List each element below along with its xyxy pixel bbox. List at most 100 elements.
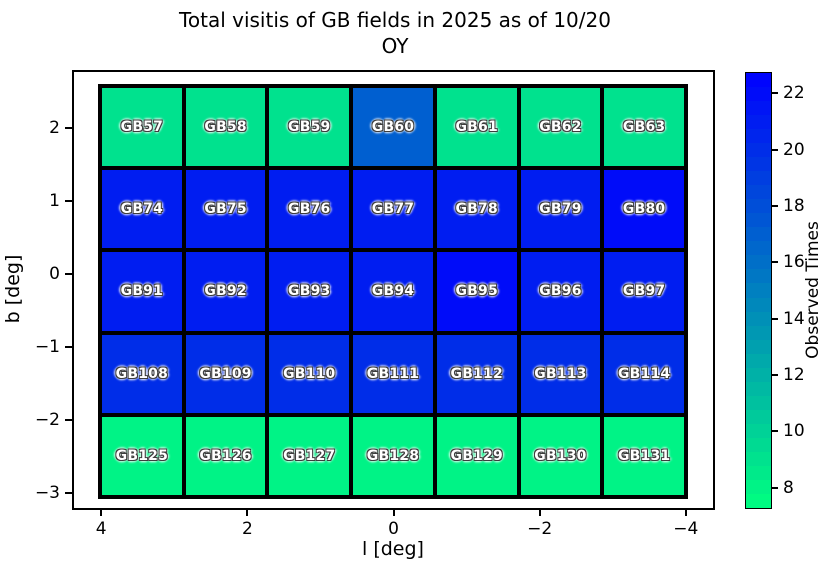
heatmap-cell-gb91: GB91	[100, 250, 184, 333]
x-axis-label: l [deg]	[362, 538, 424, 560]
cell-label: GB58	[204, 119, 247, 136]
colorbar-band	[746, 493, 771, 508]
colorbar-band	[746, 255, 771, 270]
heatmap-cell-gb129: GB129	[434, 414, 519, 497]
cell-label: GB60	[371, 119, 415, 136]
cell-label: GB125	[115, 447, 169, 464]
heatmap-cell-gb93: GB93	[267, 250, 352, 333]
colorbar-band	[746, 353, 771, 368]
y-tick-mark	[65, 126, 72, 129]
cell-label: GB109	[199, 365, 252, 382]
y-tick-mark	[65, 199, 72, 202]
colorbar-band	[746, 73, 771, 88]
colorbar-band	[746, 465, 771, 480]
cell-label: GB111	[366, 365, 420, 382]
heatmap-cell-gb77: GB77	[351, 168, 435, 251]
colorbar-band	[746, 213, 771, 228]
colorbar	[745, 72, 772, 509]
x-tick-mark	[392, 510, 395, 516]
heatmap-cell-gb114: GB114	[602, 332, 686, 415]
heatmap-cell-gb58: GB58	[183, 86, 268, 169]
y-tick-label: −2	[34, 410, 60, 431]
cell-label: GB112	[450, 365, 503, 382]
colorbar-tick-mark	[772, 486, 778, 489]
cell-label: GB130	[534, 447, 587, 464]
x-tick-label: −2	[527, 519, 553, 539]
colorbar-band	[746, 479, 771, 494]
colorbar-tick-mark	[772, 148, 778, 151]
cell-label: GB113	[534, 365, 587, 382]
colorbar-tick-mark	[772, 92, 778, 95]
colorbar-tick-mark	[772, 204, 778, 207]
heatmap-cell-gb111: GB111	[351, 332, 435, 415]
y-tick-label: −1	[34, 337, 60, 357]
colorbar-tick-mark	[772, 430, 778, 433]
heatmap-cell-gb76: GB76	[267, 168, 352, 251]
heatmap-cell-gb94: GB94	[351, 250, 435, 333]
heatmap-cell-gb109: GB109	[183, 332, 268, 415]
cell-label: GB79	[539, 201, 582, 218]
y-tick-label: −3	[34, 483, 60, 504]
colorbar-label: Observed Times	[803, 221, 823, 359]
colorbar-band	[746, 115, 771, 130]
heatmap-cell-gb78: GB78	[434, 168, 519, 251]
y-tick-label: 2	[49, 117, 60, 138]
colorbar-band	[746, 101, 771, 116]
colorbar-band	[746, 437, 771, 452]
colorbar-band	[746, 241, 771, 256]
colorbar-tick-mark	[772, 317, 778, 320]
colorbar-tick-mark	[772, 261, 778, 264]
colorbar-band	[746, 129, 771, 144]
cell-label: GB97	[622, 283, 666, 300]
colorbar-tick-label: 22	[783, 83, 805, 104]
colorbar-tick-label: 10	[783, 421, 805, 442]
colorbar-band	[746, 269, 771, 284]
cell-label: GB127	[283, 447, 336, 464]
colorbar-band	[746, 283, 771, 298]
colorbar-band	[746, 409, 771, 424]
colorbar-band	[746, 297, 771, 312]
cell-label: GB59	[288, 119, 331, 136]
heatmap-cell-gb92: GB92	[183, 250, 268, 333]
colorbar-tick-label: 16	[783, 252, 805, 273]
cell-label: GB96	[539, 283, 582, 300]
x-tick-label: 4	[95, 519, 107, 539]
y-tick-mark	[65, 419, 72, 422]
colorbar-tick-label: 20	[783, 139, 805, 160]
cell-label: GB78	[455, 201, 498, 218]
x-tick-label: 2	[241, 519, 253, 539]
heatmap-cell-gb74: GB74	[100, 168, 184, 251]
y-tick-mark	[65, 492, 72, 495]
heatmap-cell-gb60: GB60	[351, 86, 435, 169]
x-tick-mark	[100, 510, 103, 516]
cell-label: GB74	[120, 201, 164, 218]
cell-label: GB108	[115, 365, 169, 382]
cell-label: GB114	[617, 365, 671, 382]
x-tick-mark	[684, 510, 687, 516]
cell-label: GB128	[366, 447, 420, 464]
cell-label: GB95	[455, 283, 498, 300]
cell-label: GB126	[199, 447, 252, 464]
colorbar-band	[746, 311, 771, 326]
x-tick-mark	[538, 510, 541, 516]
heatmap-cell-gb110: GB110	[267, 332, 352, 415]
colorbar-band	[746, 451, 771, 466]
heatmap-cell-gb95: GB95	[434, 250, 519, 333]
colorbar-band	[746, 381, 771, 396]
cell-label: GB62	[539, 119, 582, 136]
colorbar-tick-label: 14	[783, 308, 805, 329]
x-tick-label: −4	[673, 519, 699, 539]
cell-label: GB76	[288, 201, 331, 218]
cell-label: GB80	[622, 201, 666, 218]
heatmap-cell-gb131: GB131	[602, 414, 686, 497]
colorbar-band	[746, 157, 771, 172]
cell-label: GB93	[288, 283, 331, 300]
heatmap-cell-gb97: GB97	[602, 250, 686, 333]
chart-title-line1: Total visitis of GB fields in 2025 as of…	[179, 8, 611, 32]
chart-title-line2: OY	[381, 34, 409, 58]
heatmap-cell-gb125: GB125	[100, 414, 184, 497]
colorbar-band	[746, 199, 771, 214]
cell-label: GB77	[371, 201, 415, 218]
heatmap-cell-gb130: GB130	[518, 414, 603, 497]
